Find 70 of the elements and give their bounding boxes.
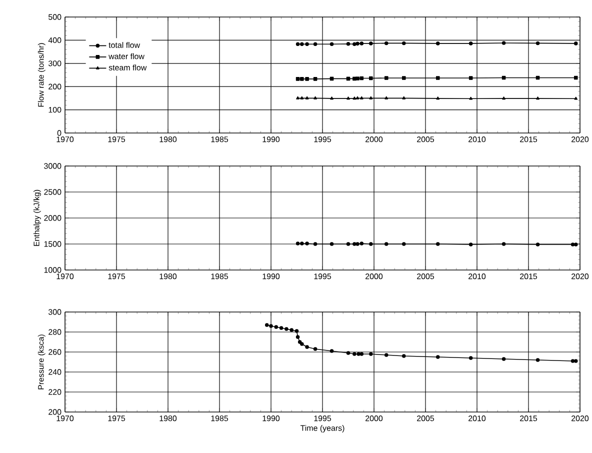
point — [346, 42, 350, 46]
point — [296, 42, 300, 46]
point — [468, 76, 473, 80]
point — [468, 42, 473, 46]
point — [346, 96, 350, 100]
point — [574, 76, 578, 80]
point — [536, 41, 540, 46]
point — [300, 342, 304, 346]
point — [313, 347, 318, 351]
point — [296, 77, 300, 81]
point — [330, 349, 334, 353]
point — [284, 327, 288, 331]
point — [274, 325, 278, 329]
point — [300, 42, 304, 46]
point — [360, 42, 364, 46]
point — [402, 76, 406, 80]
point — [384, 76, 388, 80]
point — [330, 96, 334, 100]
point — [356, 76, 360, 80]
point — [269, 324, 273, 328]
point — [402, 354, 406, 358]
point — [574, 359, 578, 363]
point — [360, 352, 364, 356]
point — [468, 356, 473, 360]
point — [369, 76, 373, 80]
point — [570, 359, 575, 363]
point — [296, 335, 300, 339]
point — [305, 77, 309, 81]
point — [296, 96, 300, 100]
point — [314, 96, 317, 100]
point — [369, 352, 373, 356]
point — [436, 76, 440, 80]
point — [356, 352, 360, 356]
point — [352, 96, 356, 100]
point — [574, 42, 578, 46]
point — [402, 96, 406, 100]
point — [384, 41, 388, 46]
point — [436, 355, 440, 359]
point — [352, 352, 356, 356]
point — [346, 351, 350, 355]
point — [352, 42, 356, 46]
point — [536, 358, 540, 362]
point — [384, 96, 388, 100]
point — [300, 77, 304, 81]
point — [356, 96, 360, 100]
point — [436, 42, 440, 46]
point — [356, 42, 360, 46]
point — [574, 96, 578, 100]
point — [313, 42, 318, 46]
point — [264, 323, 269, 327]
point — [502, 96, 506, 100]
point — [294, 329, 299, 333]
point — [330, 42, 334, 46]
point — [502, 41, 506, 45]
point — [305, 345, 309, 349]
point — [300, 96, 304, 100]
point — [305, 96, 309, 100]
point — [369, 42, 373, 46]
point — [305, 42, 309, 46]
point — [436, 96, 440, 100]
point — [384, 353, 388, 357]
point — [502, 357, 506, 361]
point — [369, 96, 373, 100]
point — [536, 96, 540, 100]
point — [313, 77, 318, 81]
point — [279, 326, 284, 330]
point — [290, 328, 294, 332]
point — [402, 41, 406, 46]
point — [360, 96, 364, 100]
point — [469, 96, 473, 100]
